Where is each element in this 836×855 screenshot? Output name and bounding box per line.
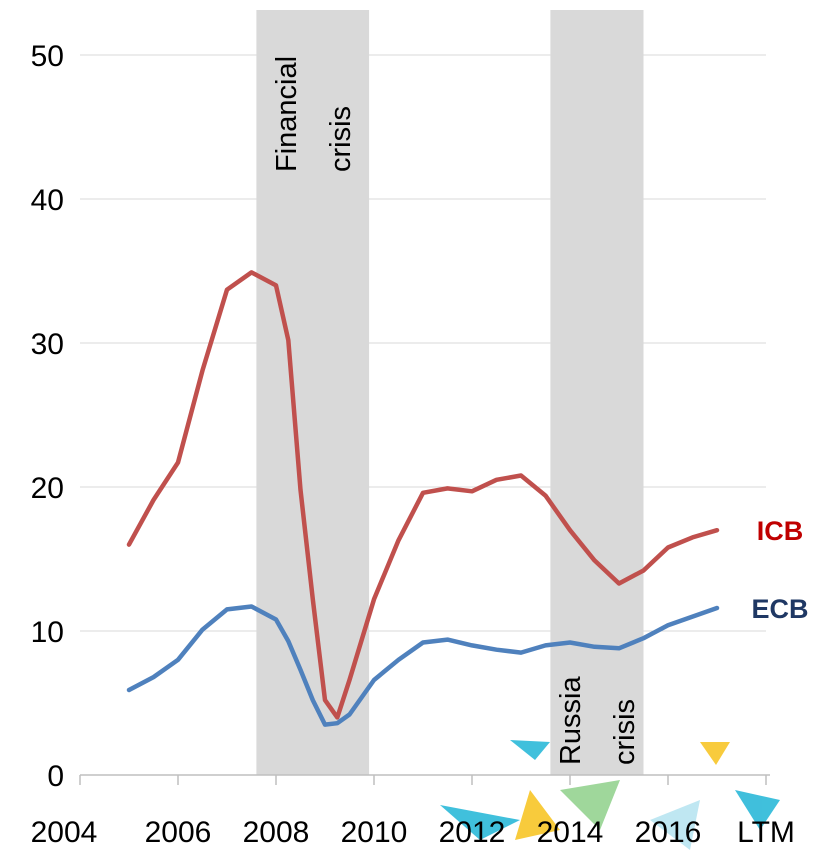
x-tick-label: LTM: [737, 816, 795, 849]
y-tick-label: 20: [31, 472, 64, 505]
x-tick-label: 2004: [31, 816, 98, 849]
region-label: crisis: [609, 699, 641, 765]
decor-shape: [700, 742, 730, 765]
region-label: crisis: [325, 106, 357, 172]
region-label: Russia: [555, 675, 587, 765]
x-tick-label: 2014: [537, 816, 604, 849]
y-tick-label: 30: [31, 328, 64, 361]
region-label: Financial: [271, 56, 303, 172]
x-tick-label: 2012: [439, 816, 506, 849]
decor-shape: [510, 740, 550, 760]
y-tick-label: 50: [31, 40, 64, 73]
x-tick-label: 2006: [145, 816, 212, 849]
y-tick-label: 40: [31, 184, 64, 217]
series-label: ICB: [757, 516, 804, 546]
x-tick-label: 2010: [341, 816, 408, 849]
x-tick-label: 2016: [635, 816, 702, 849]
y-tick-label: 10: [31, 616, 64, 649]
y-tick-label: 0: [47, 760, 64, 793]
shaded-region: [550, 10, 643, 775]
x-tick-label: 2008: [243, 816, 310, 849]
series-label: ECB: [751, 594, 808, 624]
chart: Financial crisis Russia crisis 0 10 20 30 40 50 20…: [0, 0, 836, 855]
